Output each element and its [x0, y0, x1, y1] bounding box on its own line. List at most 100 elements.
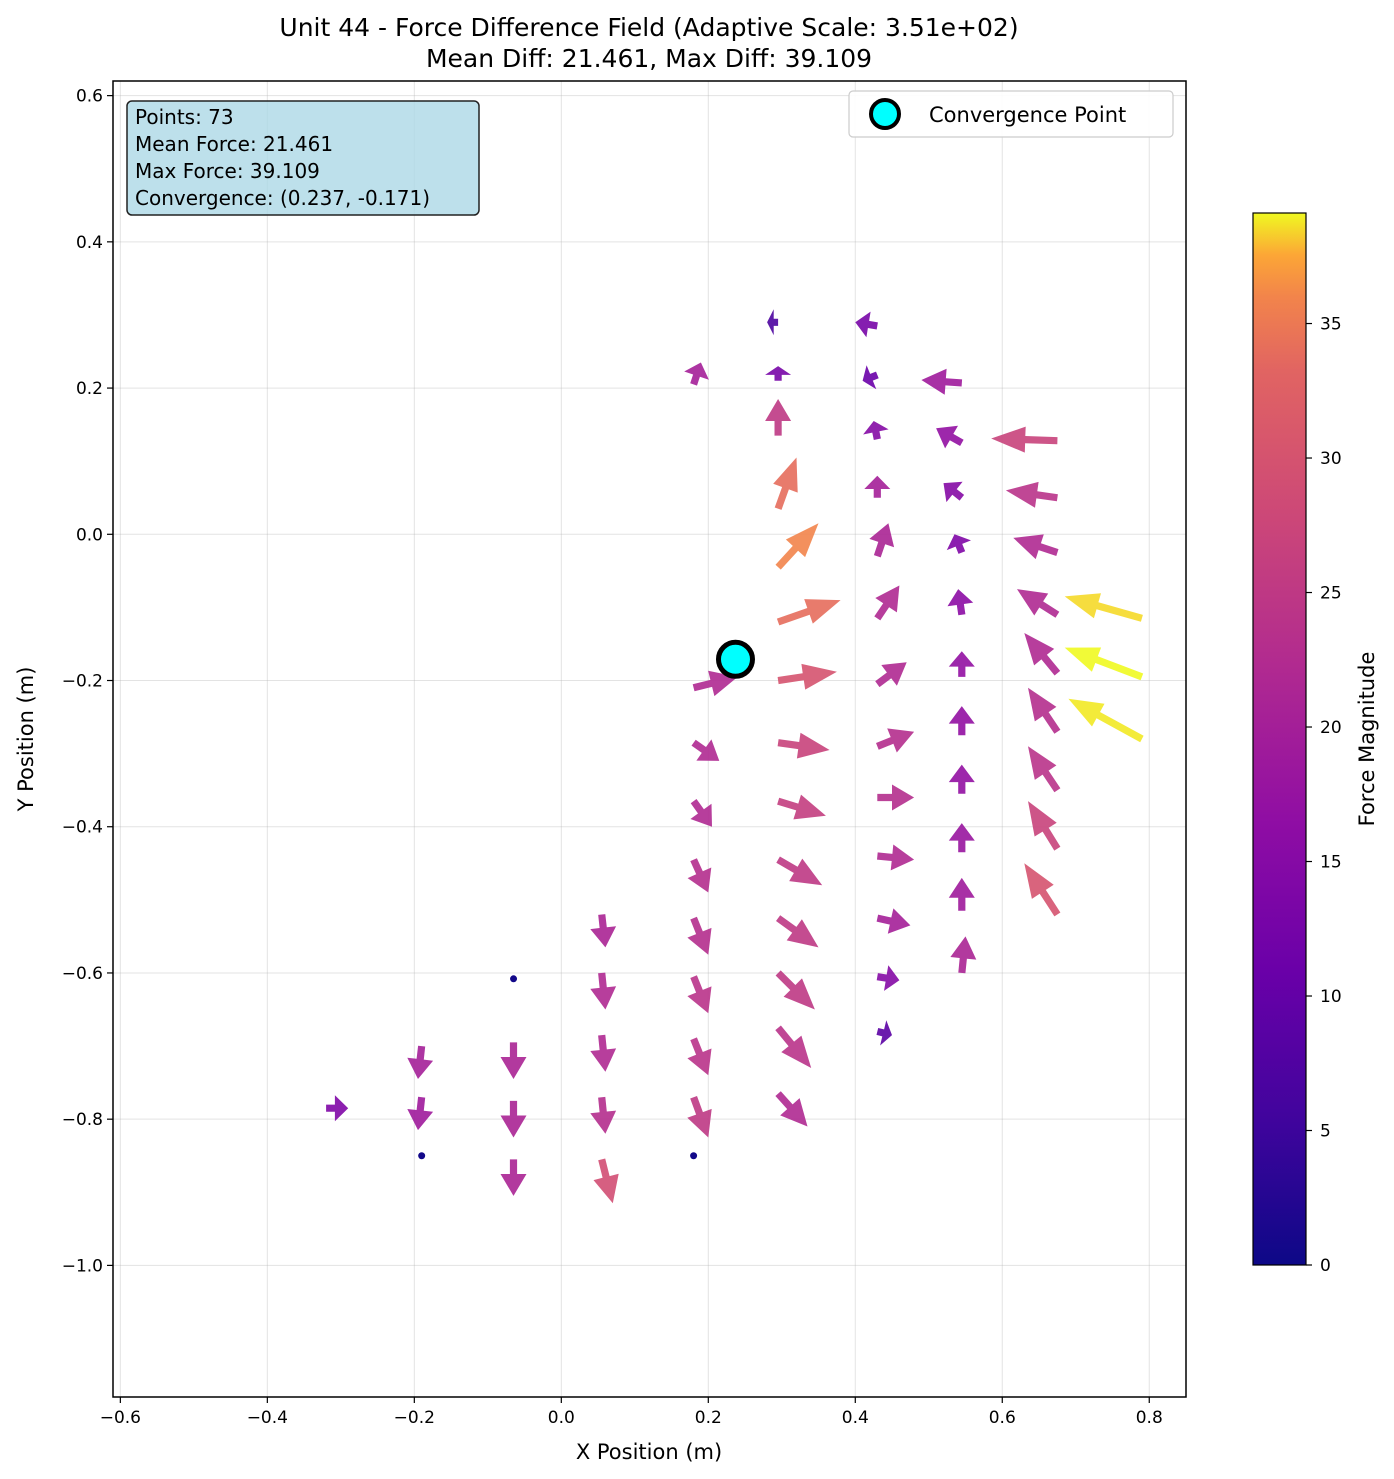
y-tick-label: −0.2: [62, 672, 103, 692]
vector-arrow: [777, 732, 830, 759]
info-line-convergence: Convergence: (0.237, -0.171): [135, 186, 430, 210]
vector-arrow: [765, 399, 792, 436]
vector-arrow: [690, 799, 712, 827]
legend-convergence-marker: [869, 98, 901, 130]
vector-arrow: [687, 975, 712, 1014]
vector-arrow: [877, 844, 915, 871]
vector-arrow: [590, 914, 617, 948]
vector-arrow: [593, 1158, 619, 1204]
vector-arrow: [1005, 481, 1058, 508]
colorbar-label: Force Magnitude: [1355, 652, 1379, 827]
x-tick-label: 0.2: [695, 1408, 722, 1428]
y-axis-label: Y Position (m): [14, 667, 38, 813]
y-tick-label: −0.6: [62, 964, 103, 984]
vector-arrow: [775, 970, 815, 1010]
vector-arrow: [876, 908, 911, 934]
plot-frame: [112, 80, 1187, 1398]
colorbar-tick-label: 5: [1320, 1122, 1331, 1142]
vector-arrow: [1017, 589, 1060, 618]
vector-arrow: [1064, 593, 1143, 622]
vector-arrow: [500, 1042, 527, 1079]
vector-arrow: [1028, 746, 1061, 793]
vector-arrow: [407, 1096, 434, 1131]
x-tick-label: −0.2: [394, 1408, 435, 1428]
convergence-marker-layer: [715, 639, 755, 679]
y-tick-label: 0.2: [76, 379, 103, 399]
x-tick-label: 0.0: [548, 1408, 575, 1428]
vector-arrow: [877, 784, 915, 811]
colorbar-tick-label: 30: [1320, 449, 1342, 469]
info-line-max-force: Max Force: 39.109: [135, 159, 320, 183]
vector-arrow: [948, 651, 975, 677]
legend: Convergence Point: [848, 90, 1174, 138]
vector-arrow: [765, 366, 792, 381]
x-tick-label: −0.4: [247, 1408, 288, 1428]
colorbar-tick-label: 0: [1320, 1256, 1331, 1276]
x-axis-ticks: −0.6 −0.4 −0.2 0.0 0.2 0.4 0.6 0.8: [100, 1397, 1163, 1428]
vector-arrow: [775, 1091, 808, 1127]
vector-arrow: [500, 1159, 527, 1196]
vector-arrow: [776, 915, 819, 948]
vector-arrow: [767, 309, 779, 336]
y-tick-label: 0.0: [76, 525, 103, 545]
vector-arrow: [777, 663, 837, 690]
vector-arrow: [875, 662, 907, 688]
info-line-mean-force: Mean Force: 21.461: [135, 132, 333, 156]
vector-arrow: [1028, 801, 1061, 851]
vector-arrow: [590, 1096, 617, 1134]
y-tick-label: 0.6: [76, 87, 103, 107]
x-tick-label: −0.6: [100, 1408, 141, 1428]
vector-arrow: [991, 426, 1058, 453]
info-line-points: Points: 73: [135, 105, 234, 129]
vector-arrow: [687, 916, 712, 955]
x-tick-label: 0.6: [989, 1408, 1016, 1428]
vector-arrow: [418, 1152, 426, 1160]
y-axis-ticks: 0.6 0.4 0.2 0.0 −0.2 −0.4 −0.6 −0.8 −1.0: [62, 87, 113, 1276]
colorbar-ticks: 0 5 10 15 20 25 30 35: [1306, 315, 1342, 1276]
vector-arrow: [510, 975, 518, 983]
vector-arrow: [1028, 687, 1061, 734]
colorbar-tick-label: 15: [1320, 853, 1342, 873]
vector-arrow: [773, 457, 798, 510]
vector-arrow: [775, 523, 819, 570]
vector-arrow: [946, 534, 971, 554]
colorbar-tick-label: 35: [1320, 315, 1342, 335]
vector-arrow: [876, 1020, 892, 1046]
legend-label: Convergence Point: [929, 103, 1126, 127]
vector-arrow: [684, 362, 709, 386]
x-tick-label: 0.8: [1136, 1408, 1163, 1428]
grid-lines: [113, 81, 1186, 1397]
vector-arrow: [921, 368, 963, 395]
chart-title: Unit 44 - Force Difference Field (Adapti…: [279, 13, 1018, 42]
vector-arrow: [947, 589, 974, 616]
convergence-point-marker: [715, 639, 755, 679]
vector-arrow: [950, 936, 977, 974]
vector-arrow: [407, 1045, 434, 1079]
vector-arrow: [1013, 534, 1059, 560]
vector-arrow: [948, 764, 975, 794]
x-axis-label: X Position (m): [576, 1440, 722, 1464]
colorbar-gradient: [1252, 212, 1307, 1266]
vector-arrow: [776, 599, 841, 626]
vector-arrow: [590, 972, 617, 1010]
vector-arrow: [1068, 698, 1144, 743]
vector-arrow: [855, 311, 878, 338]
vector-arrow: [948, 877, 975, 911]
vector-arrow: [869, 523, 895, 558]
vector-arrow: [777, 794, 826, 820]
vector-arrow: [943, 481, 965, 503]
vector-arrow: [862, 365, 879, 390]
vector-arrow: [936, 425, 964, 449]
y-tick-label: −0.8: [62, 1110, 103, 1130]
vector-arrow: [687, 858, 712, 893]
vector-arrow: [874, 585, 900, 621]
vector-arrow: [864, 475, 891, 498]
y-tick-label: −0.4: [62, 818, 103, 838]
colorbar: 0 5 10 15 20 25 30 35 Force Magnitude: [1252, 212, 1379, 1276]
vector-arrow: [876, 728, 915, 753]
vector-arrow: [1064, 647, 1144, 681]
vector-arrow: [948, 706, 975, 736]
info-box-background: [126, 100, 480, 216]
vector-arrow: [691, 739, 720, 761]
vector-arrow: [590, 1034, 617, 1072]
